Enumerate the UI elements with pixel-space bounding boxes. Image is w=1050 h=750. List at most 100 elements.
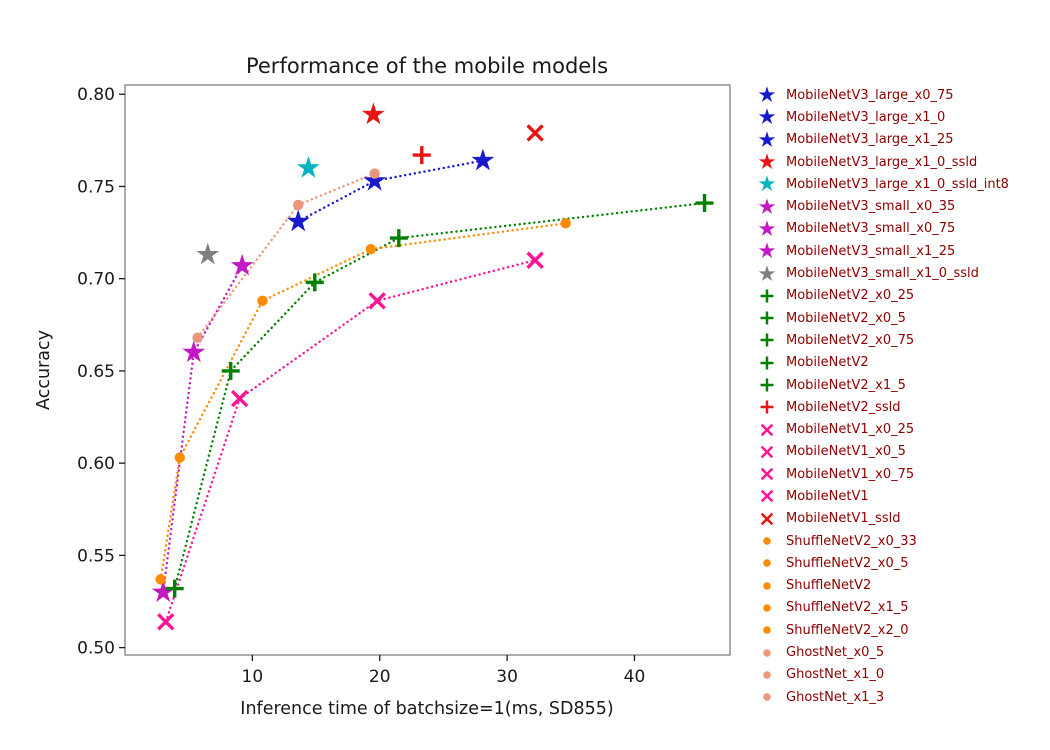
star-marker-icon	[758, 131, 776, 147]
circle-marker-icon	[763, 604, 771, 612]
y-tick-label: 0.75	[77, 177, 115, 197]
MobileNetV3_large_x0_75-marker	[286, 209, 310, 232]
chart-title: Performance of the mobile models	[246, 54, 608, 78]
x-glyph	[760, 490, 774, 503]
legend-label: MobileNetV2_x1_5	[786, 377, 906, 393]
MobileNetV1-trend-line	[164, 259, 537, 623]
star-glyph	[758, 108, 776, 125]
legend-item: MobileNetV3_large_x1_0_ssld	[753, 151, 1009, 173]
circle-glyph	[763, 648, 771, 657]
plus-glyph	[760, 333, 774, 347]
MobileNetV3_large_x1_0-marker	[363, 168, 387, 191]
plus-glyph	[760, 289, 774, 303]
legend-label: ShuffleNetV2_x1_5	[786, 600, 909, 616]
MobileNetV3_small_x1_25-marker	[230, 253, 254, 276]
legend-label: MobileNetV3_large_x1_0_ssld	[786, 154, 978, 170]
circle-marker-icon	[763, 537, 771, 545]
legend-label: MobileNetV2_x0_25	[786, 288, 915, 304]
MobileNetV3_large_x1_0_ssld_int8-marker	[297, 156, 320, 178]
legend-item: MobileNetV1	[753, 485, 1009, 507]
legend-item: MobileNetV1_x0_5	[753, 441, 1009, 463]
star-glyph	[758, 220, 776, 236]
legend-label: MobileNetV2	[786, 355, 869, 371]
legend-item: MobileNetV2	[753, 352, 1009, 374]
star-marker-icon	[758, 242, 776, 259]
MobileNetV3_large_x1_0_ssld-marker	[361, 102, 385, 125]
x-glyph	[760, 467, 774, 481]
star-marker-icon	[758, 153, 776, 170]
MobileNetV1_x0_25-marker	[157, 613, 175, 631]
legend-label: MobileNetV3_small_x0_75	[786, 221, 956, 237]
star-glyph	[758, 131, 776, 147]
plus-glyph	[760, 378, 774, 392]
legend-item: ShuffleNetV2_x0_5	[753, 552, 1009, 574]
star-marker-icon	[758, 175, 776, 192]
MobileNetV1_x0_75-marker	[368, 292, 386, 310]
x-marker-icon	[760, 512, 774, 526]
legend-label: MobileNetV3_large_x0_75	[786, 87, 954, 103]
legend-label: GhostNet_x0_5	[786, 645, 885, 661]
star-marker-icon	[758, 86, 776, 103]
plot-frame	[124, 84, 731, 656]
legend-item: GhostNet_x1_3	[753, 686, 1009, 708]
star-glyph	[758, 264, 776, 281]
legend-item: MobileNetV2_x0_75	[753, 329, 1009, 351]
legend-item: MobileNetV3_large_x1_0_ssld_int8	[753, 173, 1009, 195]
plus-glyph	[760, 356, 774, 370]
circle-marker-icon	[763, 626, 771, 635]
legend-item: MobileNetV2_ssld	[753, 396, 1009, 418]
plot-area: 10 20 30 40 0.50 0.55 0.60 0.65 0.70 0.75 0.80	[77, 84, 731, 687]
legend-item: MobileNetV3_large_x1_0	[753, 106, 1009, 128]
legend-label: MobileNetV1	[786, 488, 869, 504]
legend-label: MobileNetV1_x0_5	[786, 444, 906, 460]
legend-item: MobileNetV3_large_x0_75	[753, 84, 1009, 106]
x-axis-label: Inference time of batchsize=1(ms, SD855)	[240, 699, 613, 719]
x-glyph	[760, 423, 774, 436]
x-marker-icon	[760, 445, 774, 459]
MobileNetV3_small_x0_75-marker	[182, 340, 206, 363]
plus-glyph	[760, 311, 774, 325]
plus-glyph	[760, 400, 774, 414]
MobileNetV1_x0_5-marker	[230, 389, 249, 408]
star-glyph	[758, 197, 776, 214]
legend-label: ShuffleNetV2_x0_5	[786, 555, 909, 571]
legend-item: MobileNetV2_x0_25	[753, 285, 1009, 307]
star-glyph	[758, 86, 776, 103]
circle-marker-icon	[763, 648, 771, 657]
star-marker-icon	[758, 220, 776, 236]
y-tick-label: 0.55	[77, 546, 115, 566]
legend-label: ShuffleNetV2	[786, 578, 872, 594]
x-marker-icon	[760, 467, 774, 481]
star-glyph	[758, 153, 776, 170]
legend-label: MobileNetV3_small_x1_25	[786, 243, 956, 259]
y-tick-label: 0.65	[77, 362, 115, 382]
circle-marker-icon	[763, 559, 771, 568]
MobileNetV2_x0_75-marker	[305, 273, 324, 292]
legend-label: MobileNetV3_large_x1_0_ssld_int8	[786, 176, 1009, 192]
MobileNetV1-marker	[526, 251, 544, 269]
legend-label: MobileNetV3_small_x0_35	[786, 199, 956, 215]
y-tick-label: 0.70	[77, 270, 115, 290]
star-glyph	[758, 242, 776, 259]
MobileNetV2_x0_25-marker	[165, 579, 184, 598]
MobileNetV2-marker	[389, 229, 408, 248]
MobileNetV2_x0_5-marker	[221, 361, 240, 380]
legend-item: MobileNetV3_small_x1_0_ssld	[753, 262, 1009, 284]
ShuffleNetV2-trend-line	[159, 222, 567, 581]
x-marker-icon	[760, 490, 774, 503]
x-marker-icon	[760, 423, 774, 436]
MobileNetV3_small_x0_35-marker	[151, 580, 175, 602]
star-marker-icon	[758, 264, 776, 281]
legend-item: GhostNet_x0_5	[753, 641, 1009, 663]
GhostNet_x1_0-marker	[293, 199, 304, 211]
MobileNetV3_small_x1_0_ssld-marker	[196, 242, 220, 265]
circle-glyph	[763, 671, 771, 679]
MobileNetV2_x1_5-marker	[695, 194, 714, 213]
circle-glyph	[763, 559, 771, 568]
legend-item: MobileNetV1_ssld	[753, 508, 1009, 530]
legend-item: MobileNetV3_large_x1_25	[753, 129, 1009, 151]
plus-marker-icon	[760, 311, 774, 325]
ShuffleNetV2_x1_5-marker	[365, 243, 377, 255]
legend-label: MobileNetV3_large_x1_0	[786, 109, 946, 125]
circle-glyph	[763, 693, 771, 701]
